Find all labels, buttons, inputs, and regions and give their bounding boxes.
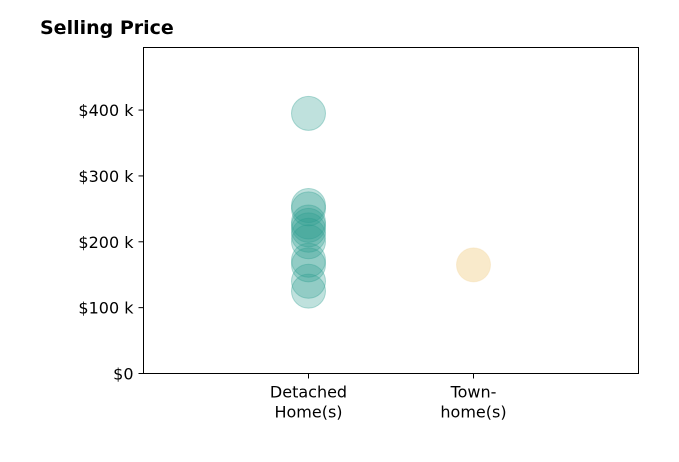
x-tick-label: home(s) <box>440 403 506 422</box>
chart-title: Selling Price <box>40 17 174 39</box>
data-point <box>291 217 326 253</box>
y-axis: $0 $100 k $200 k $300 k $400 k <box>78 101 144 384</box>
y-tick-label: $0 <box>113 365 133 384</box>
data-point <box>291 95 326 131</box>
data-point <box>291 224 326 260</box>
data-point <box>291 207 326 243</box>
data-point <box>291 191 326 227</box>
data-point <box>291 242 326 278</box>
y-tick-label: $400 k <box>78 101 134 120</box>
x-tick-label: Home(s) <box>274 403 342 422</box>
data-point <box>456 247 491 283</box>
data-point <box>291 212 326 248</box>
data-point <box>291 188 326 224</box>
data-points <box>291 95 491 309</box>
y-tick-label: $200 k <box>78 233 134 252</box>
data-point <box>291 204 326 240</box>
x-tick-label: Town- <box>450 383 497 402</box>
y-tick-label: $300 k <box>78 167 134 186</box>
plot-frame <box>143 47 639 374</box>
x-tick-label: Detached <box>270 383 347 402</box>
y-tick-label: $100 k <box>78 299 134 318</box>
data-point <box>291 273 326 309</box>
data-point <box>291 263 326 299</box>
data-point <box>291 247 326 283</box>
